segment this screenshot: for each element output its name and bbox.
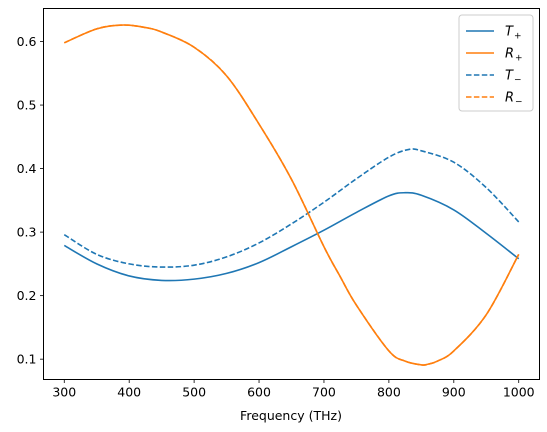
legend-box: [458, 14, 534, 112]
series-line-4: [63, 24, 520, 366]
x-tick-label: 300: [52, 385, 76, 400]
y-axis-ticks: 0.1 0.2 0.3 0.4 0.5 0.6: [17, 34, 44, 367]
legend-label-3: T−: [505, 69, 522, 86]
x-tick-label: 800: [377, 385, 401, 400]
series-line-2: [63, 24, 520, 366]
x-tick-label: 900: [442, 385, 466, 400]
legend: T+ R+ T− R−: [458, 14, 534, 112]
y-tick-label: 0.3: [17, 225, 37, 240]
y-tick-label: 0.1: [17, 352, 37, 367]
plot-frame: [43, 8, 540, 380]
y-tick-label: 0.5: [17, 98, 37, 113]
x-axis-ticks: 300 400 500 600 700 800 900 1000: [52, 379, 535, 400]
x-tick-label: 600: [247, 385, 271, 400]
x-axis-label: Frequency (THz): [240, 408, 342, 423]
series-layer: [63, 24, 520, 366]
y-tick-label: 0.6: [17, 34, 37, 49]
x-tick-label: 400: [117, 385, 141, 400]
y-tick-label: 0.4: [17, 161, 37, 176]
legend-label-4: R−: [505, 91, 523, 108]
x-tick-label: 1000: [503, 385, 535, 400]
series-line-1: [63, 191, 520, 282]
x-tick-label: 500: [182, 385, 206, 400]
legend-label-2: R+: [505, 47, 523, 64]
legend-label-1: T+: [505, 25, 522, 42]
y-tick-label: 0.2: [17, 288, 37, 303]
x-tick-label: 700: [312, 385, 336, 400]
